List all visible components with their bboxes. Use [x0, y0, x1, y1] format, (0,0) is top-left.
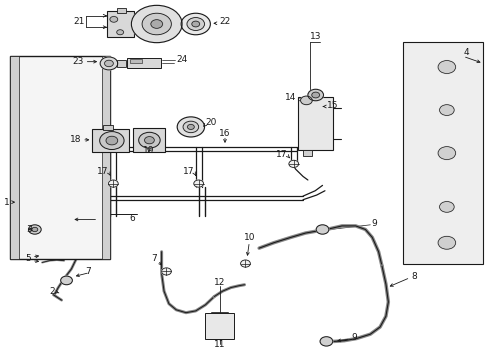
Circle shape: [437, 147, 455, 159]
Text: 5: 5: [25, 255, 31, 264]
Bar: [103, 126, 113, 130]
Circle shape: [187, 125, 194, 130]
Text: 7: 7: [151, 255, 157, 264]
Circle shape: [437, 60, 455, 73]
Text: 21: 21: [73, 17, 84, 26]
Bar: [205, 313, 233, 338]
Text: 14: 14: [285, 93, 296, 102]
Circle shape: [151, 20, 162, 28]
Text: 17: 17: [183, 167, 194, 176]
Bar: [127, 58, 160, 68]
Text: 17: 17: [97, 167, 109, 176]
Text: 20: 20: [205, 118, 216, 127]
Circle shape: [32, 227, 38, 231]
Bar: [133, 128, 164, 152]
Circle shape: [183, 121, 198, 133]
Circle shape: [439, 202, 453, 212]
Text: 15: 15: [327, 101, 338, 110]
Circle shape: [311, 92, 319, 98]
Circle shape: [437, 236, 455, 249]
Circle shape: [186, 18, 204, 31]
Circle shape: [131, 5, 182, 42]
Circle shape: [100, 132, 124, 149]
Text: 12: 12: [214, 278, 225, 287]
Circle shape: [439, 105, 453, 116]
Bar: [92, 129, 129, 152]
Circle shape: [106, 136, 118, 145]
Text: 24: 24: [176, 55, 187, 64]
Circle shape: [139, 132, 160, 148]
Text: 9: 9: [370, 219, 376, 228]
Circle shape: [193, 180, 203, 187]
Circle shape: [316, 225, 328, 234]
Text: 7: 7: [85, 267, 91, 276]
Bar: [117, 60, 126, 67]
Bar: [298, 97, 332, 150]
Text: 17: 17: [275, 150, 287, 159]
Circle shape: [288, 160, 298, 167]
Circle shape: [177, 117, 204, 137]
Circle shape: [161, 268, 171, 275]
Bar: [10, 56, 110, 259]
Text: 6: 6: [129, 214, 135, 223]
Circle shape: [28, 225, 41, 234]
Bar: [102, 56, 110, 259]
Circle shape: [144, 136, 154, 144]
Circle shape: [61, 276, 72, 285]
Text: 3: 3: [26, 225, 32, 234]
Bar: [117, 8, 125, 13]
Bar: [107, 11, 134, 37]
Text: 18: 18: [69, 135, 81, 144]
Bar: [303, 150, 311, 156]
Circle shape: [320, 337, 332, 346]
Circle shape: [191, 21, 199, 27]
Text: 9: 9: [351, 333, 357, 342]
Text: 8: 8: [410, 272, 416, 281]
Circle shape: [117, 30, 123, 35]
Circle shape: [300, 96, 312, 105]
Text: 16: 16: [219, 129, 230, 138]
Text: 11: 11: [213, 340, 225, 349]
Text: 10: 10: [243, 233, 255, 242]
Text: 1: 1: [4, 198, 9, 207]
Text: 13: 13: [309, 32, 320, 41]
Circle shape: [142, 13, 171, 35]
Text: 19: 19: [143, 146, 154, 155]
Circle shape: [104, 60, 113, 67]
Circle shape: [240, 260, 250, 267]
Text: 4: 4: [463, 48, 468, 57]
Text: 22: 22: [219, 17, 230, 26]
Bar: [10, 56, 19, 259]
Bar: [402, 42, 483, 264]
Circle shape: [108, 180, 118, 187]
Text: 2: 2: [50, 287, 55, 296]
Circle shape: [110, 17, 118, 22]
Bar: [130, 59, 142, 63]
Circle shape: [307, 89, 323, 101]
Text: 23: 23: [72, 57, 83, 66]
Circle shape: [100, 57, 118, 70]
Circle shape: [181, 13, 210, 35]
